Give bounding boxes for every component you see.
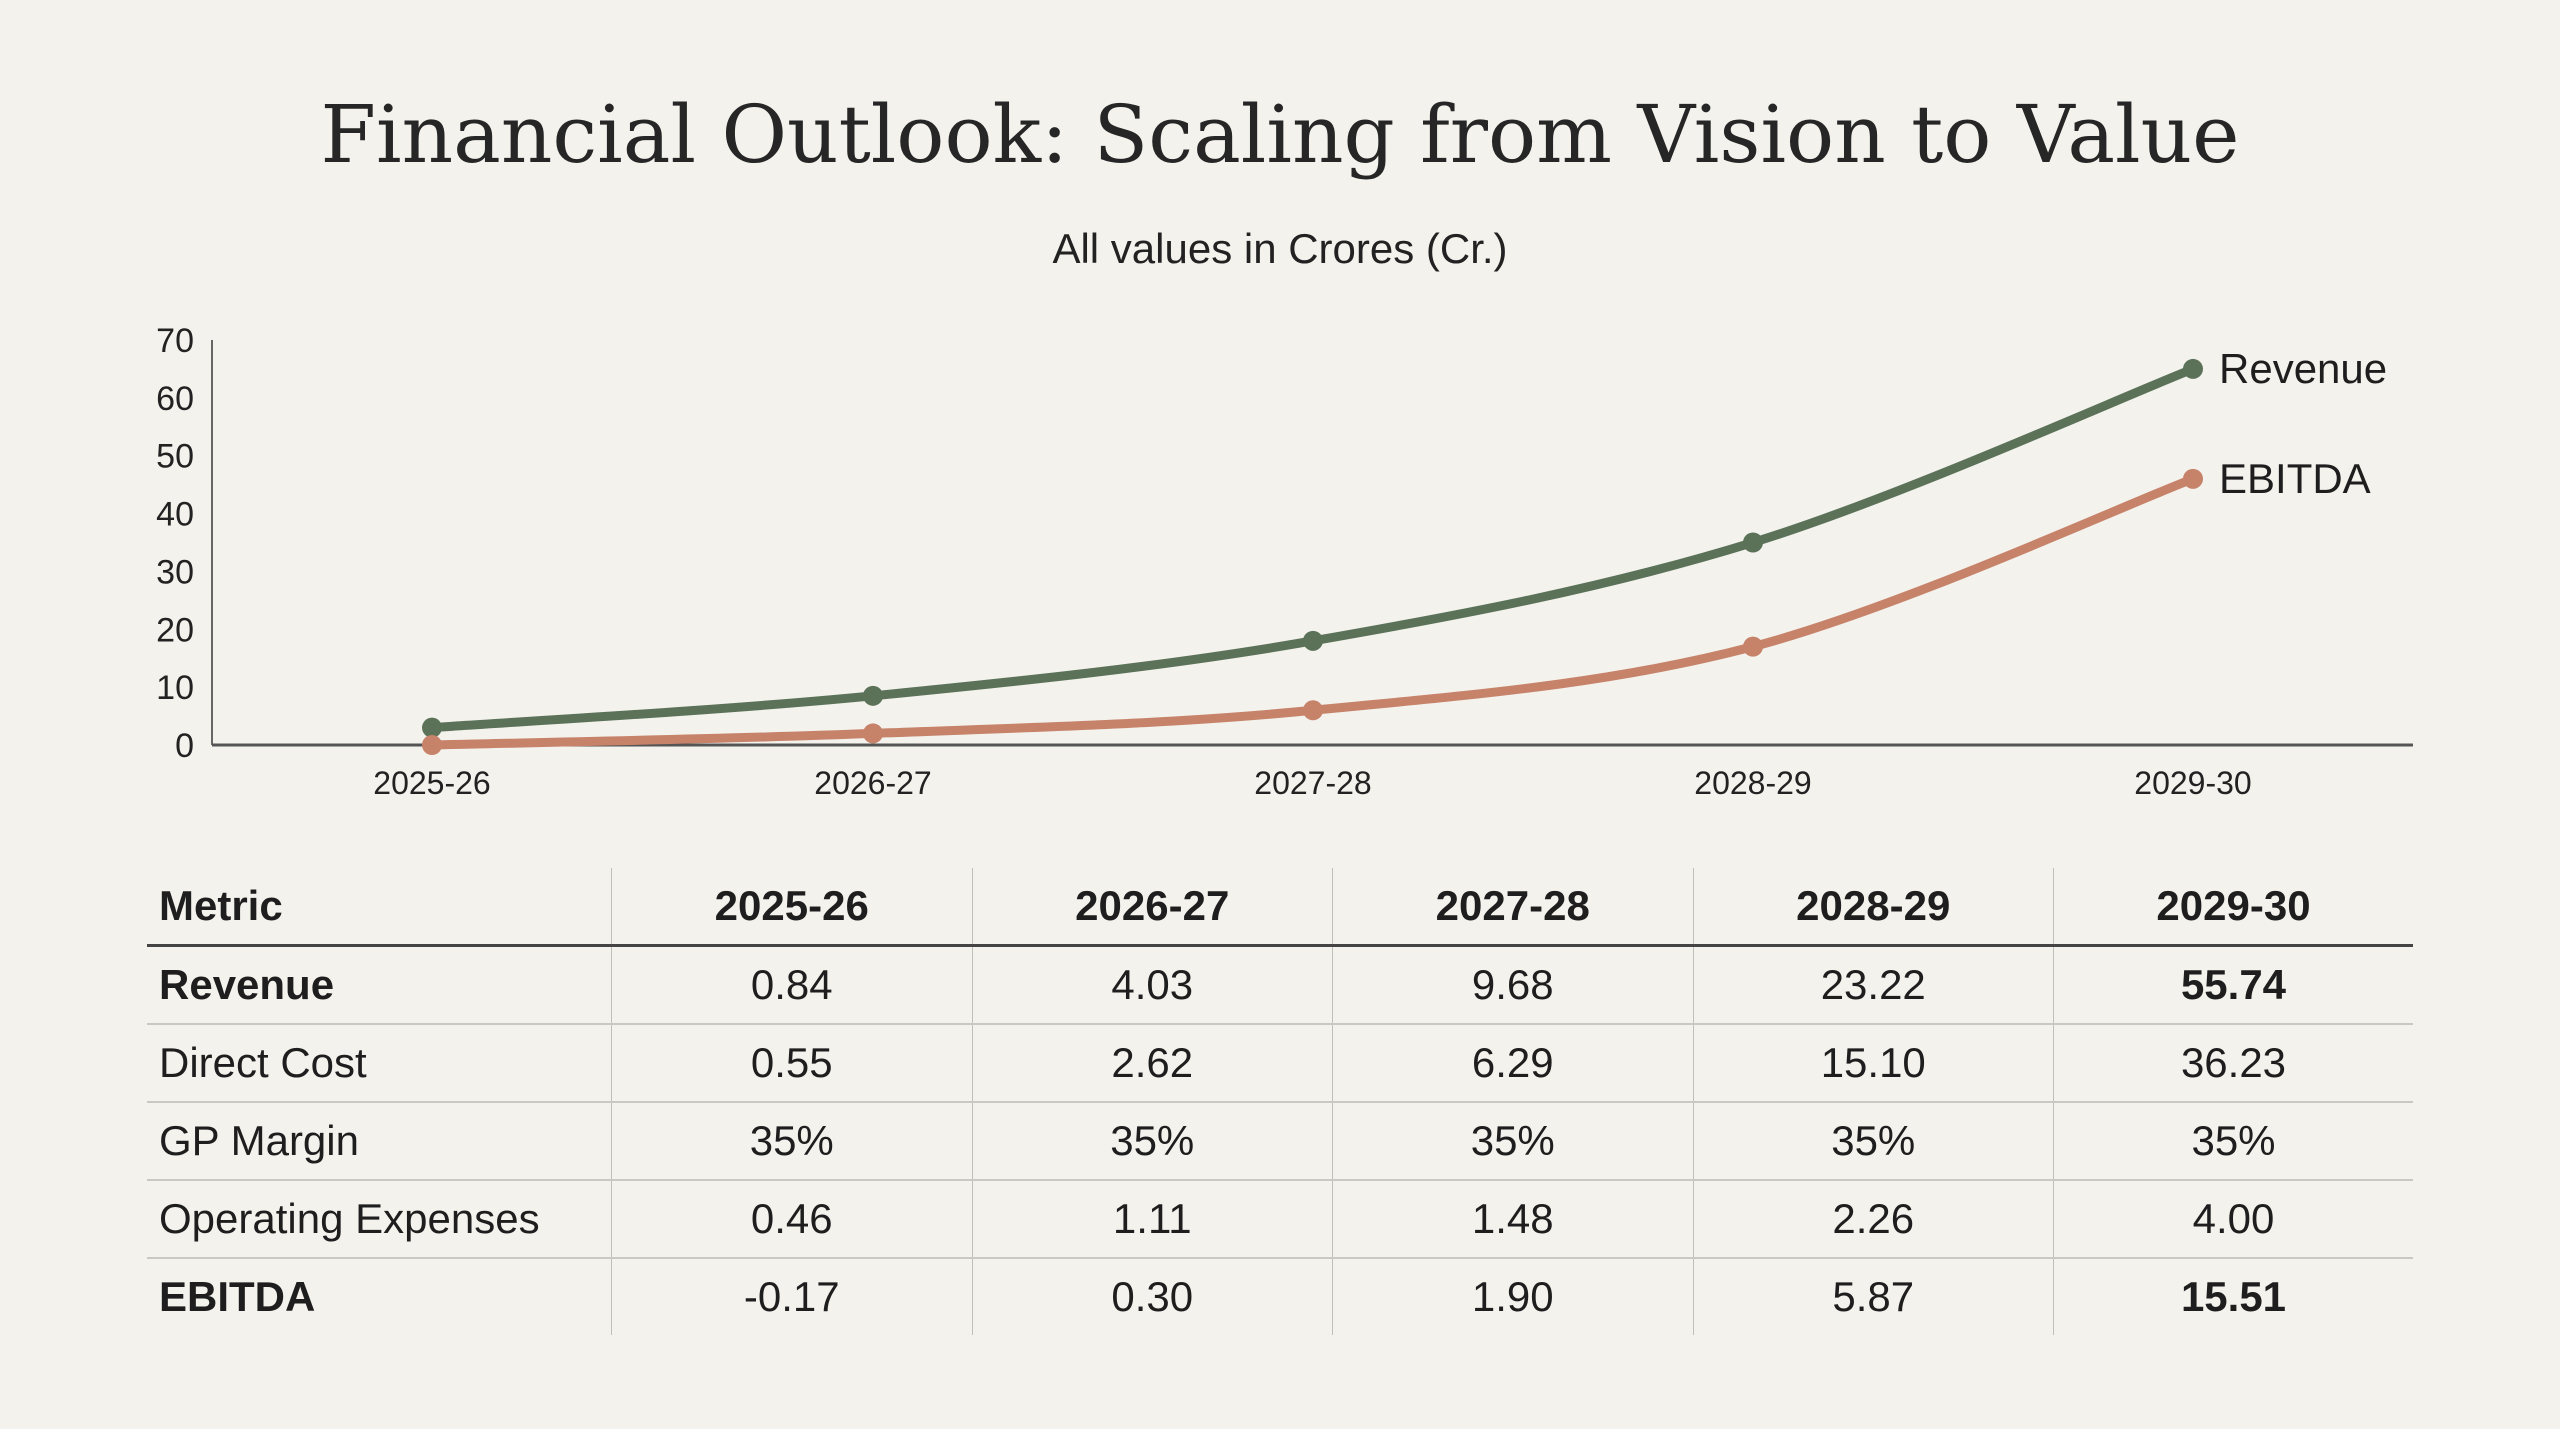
financial-table: Metric 2025-26 2026-27 2027-28 2028-29 2029-3…	[147, 868, 2413, 1335]
y-tick-label: 70	[156, 322, 194, 360]
table-cell: -0.17	[611, 1258, 972, 1335]
table-cell: 35%	[1692, 1102, 2054, 1181]
table-cell: 0.30	[971, 1258, 1333, 1335]
table-cell: 55.74	[2053, 945, 2413, 1025]
table-cell: 35%	[1332, 1102, 1693, 1181]
table-cell: 0.84	[611, 945, 972, 1025]
table-cell: 0.55	[611, 1024, 972, 1103]
table-cell: 15.10	[1692, 1024, 2054, 1103]
y-tick-label: 60	[156, 380, 194, 418]
x-tick-label: 2029-30	[2134, 765, 2251, 801]
table-row: GP Margin 35% 35% 35% 35% 35%	[147, 1102, 2413, 1181]
table-row: Revenue 0.84 4.03 9.68 23.22 55.74	[147, 945, 2413, 1025]
x-tick-label: 2026-27	[814, 765, 931, 801]
table-cell: 4.00	[2053, 1180, 2413, 1259]
data-point	[422, 717, 442, 738]
table-cell: 36.23	[2053, 1024, 2413, 1103]
metric-label: Direct Cost	[147, 1024, 612, 1103]
column-header: 2025-26	[611, 868, 972, 947]
table-cell: 1.11	[971, 1180, 1333, 1259]
series-line-revenue	[427, 364, 2198, 733]
column-header: Metric	[147, 868, 612, 947]
table-cell: 35%	[2053, 1102, 2413, 1181]
data-point	[1743, 636, 1763, 657]
metric-label: EBITDA	[159, 1273, 316, 1320]
column-header: 2026-27	[971, 868, 1333, 947]
x-tick-label: 2025-26	[373, 765, 490, 801]
y-tick-label: 0	[175, 727, 194, 765]
table-cell: 2.62	[971, 1024, 1333, 1103]
line-chart: 0 10 20 30 40 50 60 70 2025-26 2026-27 2027-28 2028…	[156, 322, 2413, 801]
table-cell: 9.68	[1332, 945, 1693, 1025]
table-header-row: Metric 2025-26 2026-27 2027-28 2028-29 2029-3…	[147, 868, 2413, 947]
table-cell: 35%	[611, 1102, 972, 1181]
data-point	[863, 723, 883, 744]
table-cell: 2.26	[1692, 1180, 2054, 1259]
table-row: Direct Cost 0.55 2.62 6.29 15.10 36.23	[147, 1024, 2413, 1103]
y-tick-label: 50	[156, 438, 194, 476]
column-header: 2029-30	[2053, 868, 2413, 947]
y-tick-label: 20	[156, 611, 194, 649]
series-label: Revenue	[2219, 345, 2387, 392]
table-cell: 1.90	[1332, 1258, 1693, 1335]
table-cell: 0.46	[611, 1180, 972, 1259]
column-header: 2028-29	[1692, 868, 2054, 947]
table-cell: 6.29	[1332, 1024, 1693, 1103]
x-tick-label: 2028-29	[1694, 765, 1811, 801]
table-cell: 15.51	[2053, 1258, 2413, 1335]
series-label: EBITDA	[2219, 455, 2371, 502]
y-tick-label: 30	[156, 553, 194, 591]
data-point	[2183, 358, 2203, 379]
table-row: Operating Expenses 0.46 1.11 1.48 2.26 4.00	[147, 1180, 2413, 1259]
data-point	[422, 735, 442, 755]
data-point	[2183, 468, 2203, 489]
table-row: EBITDA -0.17 0.30 1.90 5.87 15.51	[147, 1258, 2413, 1335]
metric-label: Operating Expenses	[147, 1180, 612, 1259]
table-cell: 5.87	[1692, 1258, 2054, 1335]
data-point	[1303, 700, 1323, 721]
table-cell: 1.48	[1332, 1180, 1693, 1259]
table-cell: 4.03	[971, 945, 1333, 1025]
y-tick-label: 10	[156, 669, 194, 707]
data-point	[1303, 630, 1323, 651]
page-title: Financial Outlook: Scaling from Vision t…	[320, 88, 2240, 181]
data-point	[1743, 532, 1763, 553]
table-cell: 35%	[971, 1102, 1333, 1181]
metric-label: Revenue	[147, 945, 612, 1025]
metric-label: GP Margin	[147, 1102, 612, 1181]
data-point	[863, 685, 883, 706]
x-tick-label: 2027-28	[1254, 765, 1371, 801]
page-subtitle: All values in Crores (Cr.)	[1052, 225, 1508, 272]
y-tick-label: 40	[156, 496, 194, 534]
column-header: 2027-28	[1332, 868, 1693, 947]
table-cell: 23.22	[1692, 945, 2054, 1025]
